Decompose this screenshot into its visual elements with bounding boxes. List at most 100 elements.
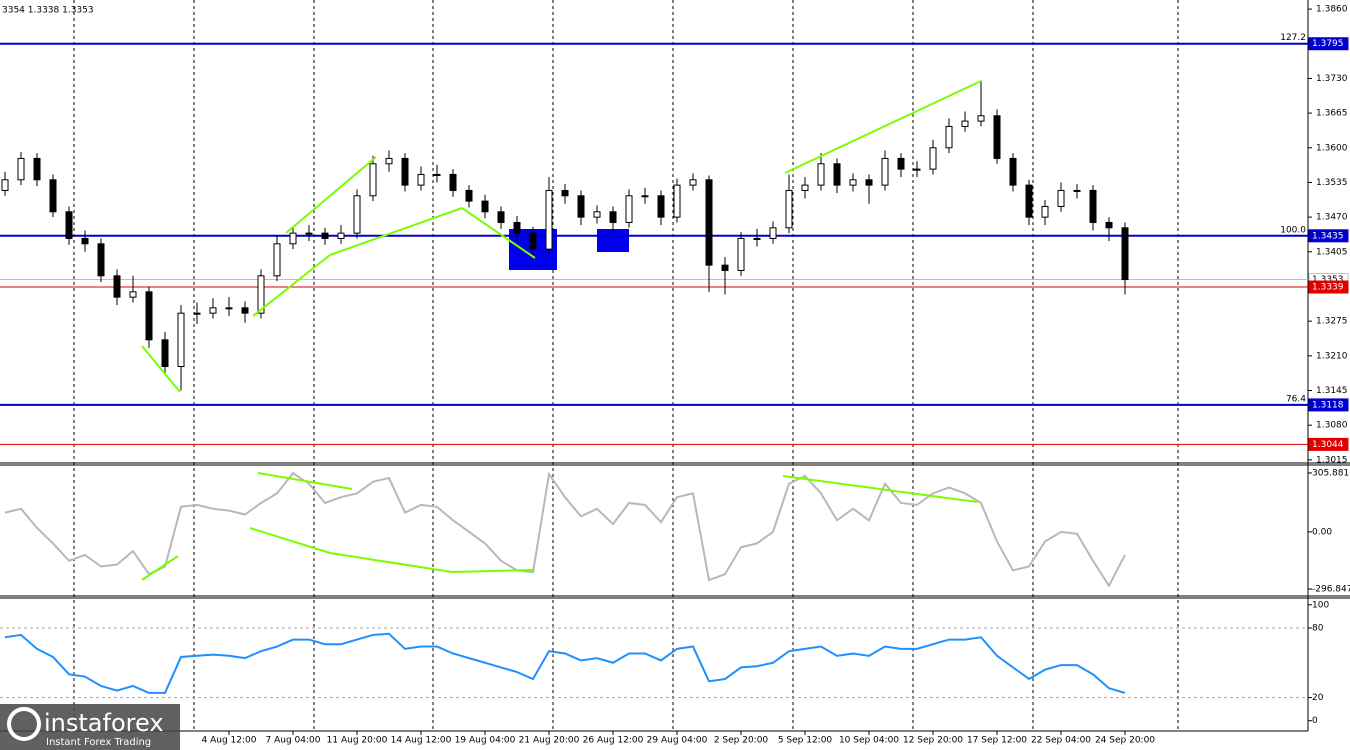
level-box <box>1308 398 1349 412</box>
level-box <box>1308 37 1349 51</box>
y-tick-label: 1.3730 <box>1316 74 1348 84</box>
y-tick-label: 1.3470 <box>1316 213 1348 223</box>
x-tick-label: 14 Aug 12:00 <box>391 736 452 746</box>
candle-body <box>785 189 793 229</box>
candle-body <box>1057 189 1065 207</box>
level-label: 1.3044 <box>1312 440 1344 450</box>
x-tick-label: 4 Aug 12:00 <box>202 736 257 746</box>
trend-line <box>329 552 453 573</box>
candle-body <box>289 232 297 245</box>
candle-body <box>865 179 873 186</box>
candle-body <box>241 307 249 314</box>
candle-body <box>401 157 409 186</box>
trend-line <box>782 475 978 503</box>
candle-body <box>65 211 73 239</box>
candle-body <box>641 195 649 198</box>
y-tick-label: 1.3145 <box>1316 386 1348 396</box>
level-box <box>1308 229 1349 243</box>
y-tick-label: 0 <box>1312 716 1318 726</box>
candle-body <box>209 307 217 314</box>
y-tick-label: 1.3860 <box>1316 5 1348 15</box>
y-tick-label: 1.3275 <box>1316 317 1348 327</box>
candle-body <box>801 184 809 191</box>
candle-body <box>113 275 121 298</box>
watermark-icon <box>7 707 41 741</box>
x-tick-label: 29 Aug 04:00 <box>647 736 708 746</box>
candle-body <box>225 307 233 310</box>
y-tick-label: 100 <box>1312 600 1329 610</box>
time-separators <box>73 0 1179 731</box>
candle-body <box>849 179 857 186</box>
candle-body <box>497 211 505 223</box>
indicator-line <box>4 632 1126 694</box>
trend-line <box>141 555 179 581</box>
x-tick-label: 7 Aug 04:00 <box>266 736 321 746</box>
trend-line <box>252 254 331 317</box>
candle-body <box>33 157 41 181</box>
x-tick-label: 26 Aug 12:00 <box>583 736 644 746</box>
trend-line <box>451 569 534 573</box>
trend-line <box>141 345 181 393</box>
x-tick-label: 17 Sep 12:00 <box>967 736 1027 746</box>
candle-body <box>161 339 169 368</box>
candle-body <box>193 312 201 315</box>
candle-body <box>673 184 681 218</box>
trend-line <box>257 472 353 490</box>
x-tick-label: 22 Sep 04:00 <box>1031 736 1091 746</box>
candle-body <box>593 211 601 218</box>
y-tick-label: 1.3535 <box>1316 178 1348 188</box>
trend-line <box>461 207 536 259</box>
level-label: 1.3339 <box>1312 283 1344 293</box>
candle-body <box>97 243 105 277</box>
candle-body <box>625 195 633 223</box>
level-label: 1.3353 <box>1312 275 1344 285</box>
candle-body <box>305 232 313 235</box>
candle-body <box>769 227 777 239</box>
candle-body <box>753 237 761 240</box>
trend-line <box>784 80 982 174</box>
candle-body <box>1025 184 1033 218</box>
candle-body <box>721 264 729 271</box>
x-tick-label: 19 Aug 04:00 <box>455 736 516 746</box>
level-note: 76.4 <box>1286 394 1306 404</box>
x-tick-label: 12 Sep 20:00 <box>903 736 963 746</box>
level-box <box>1308 280 1349 294</box>
candle-body <box>433 173 441 176</box>
candle-body <box>881 157 889 186</box>
candle-body <box>833 163 841 186</box>
watermark-name: instaforex <box>44 709 164 737</box>
plot: 1.3860 1.3730 1.3665 1.3600 1.3535 1.3470 1.34… <box>0 5 1350 746</box>
watermark: instaforex Instant Forex Trading <box>0 704 180 750</box>
candle-body <box>353 195 361 234</box>
candle-body <box>17 157 25 181</box>
candle-body <box>465 189 473 202</box>
candle-body <box>529 232 537 250</box>
candle-body <box>513 221 521 234</box>
candle-body <box>545 189 553 250</box>
candle-body <box>177 312 185 368</box>
candle-body <box>993 115 1001 159</box>
trend-lines <box>141 80 982 581</box>
y-tick-label: 20 <box>1312 693 1324 703</box>
candle-body <box>657 195 665 218</box>
candle-body <box>1 179 9 191</box>
candle-body <box>929 147 937 170</box>
x-tick-label: 5 Sep 12:00 <box>778 736 833 746</box>
candle-body <box>1105 221 1113 229</box>
candle-body <box>561 189 569 197</box>
candle-body <box>689 179 697 186</box>
level-label: 1.3435 <box>1312 231 1344 241</box>
level-note: 100.0 <box>1280 225 1306 235</box>
candle-body <box>81 237 89 245</box>
candle-body <box>49 179 57 213</box>
candle-body <box>417 173 425 186</box>
y-tick-label: 1.3600 <box>1316 143 1348 153</box>
candle-body <box>337 232 345 239</box>
candle-body <box>257 275 265 314</box>
candle-body <box>737 237 745 271</box>
x-tick-label: 2 Sep 20:00 <box>714 736 769 746</box>
candle-body <box>129 291 137 298</box>
candle-body <box>1073 189 1081 192</box>
